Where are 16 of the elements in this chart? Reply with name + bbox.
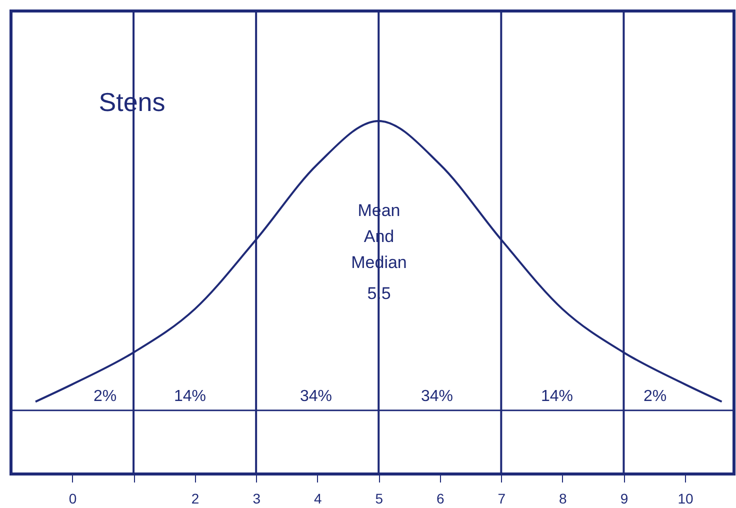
x-tick-label: 7 [498, 490, 506, 506]
x-tick-label: 0 [68, 490, 77, 506]
x-tick-label: 8 [559, 490, 568, 506]
annotation: 2% [93, 388, 117, 405]
annotation: 2% [643, 388, 667, 405]
x-tick-label: 5 [375, 490, 384, 506]
annotation: 14% [174, 388, 206, 405]
x-tick-label: 3 [252, 490, 261, 506]
x-tick-label: 4 [314, 490, 322, 506]
annotation: 34% [420, 388, 454, 405]
x-tick-label: 6 [436, 490, 444, 506]
x-tick-label: 9 [620, 490, 628, 506]
annotation: 34% [300, 388, 332, 405]
x-tick-label: 10 [678, 490, 694, 506]
x-tick-label: 2 [191, 490, 200, 506]
annotation: 14% [540, 388, 574, 405]
